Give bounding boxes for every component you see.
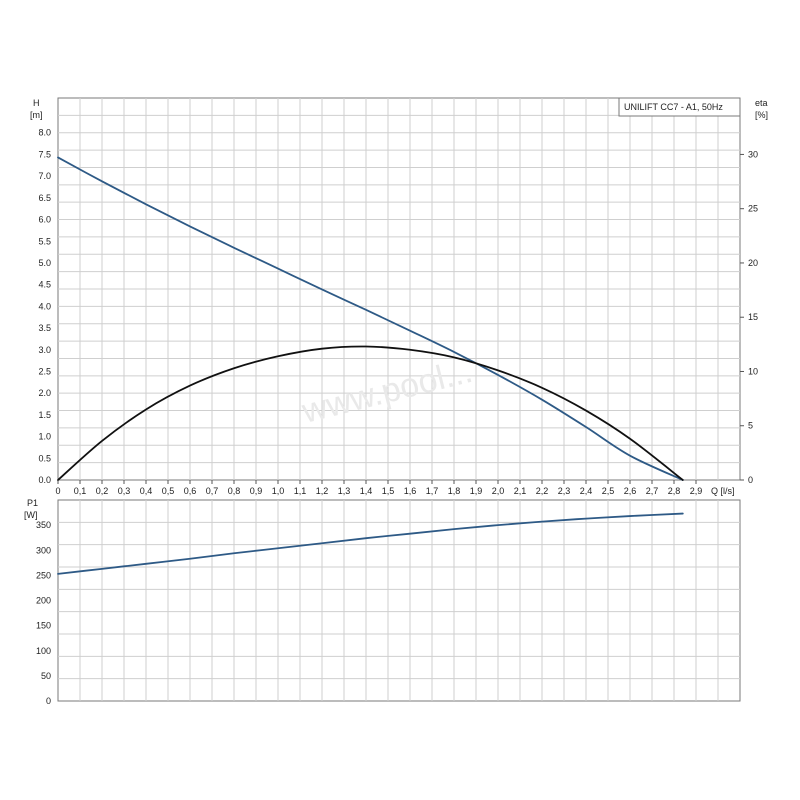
flow-tick-label: 1,6 [404,486,417,496]
efficiency-tick-label: 5 [748,421,753,431]
power-curves [57,512,684,575]
flow-tick-label: 0,5 [162,486,175,496]
flow-tick-label: 0,4 [140,486,153,496]
flow-tick-label: 2,7 [646,486,659,496]
power-tick-label: 250 [36,570,51,580]
head-efficiency-curves [57,156,684,481]
head-curve [57,156,684,481]
power-tick-label: 150 [36,621,51,631]
flow-tick-label: 2,3 [558,486,571,496]
flow-tick-label: 0 [55,486,60,496]
legend-box [618,97,741,117]
head-grid [58,98,740,480]
flow-tick-label: 2,1 [514,486,527,496]
head-tick-label: 2.0 [38,388,51,398]
head-tick-label: 6.5 [38,193,51,203]
head-efficiency-panel: 0 0,1 0,2 0,3 0,4 0,5 0,6 0,7 0,8 0,9 1,0 1,1 1,2 1,3… [30,97,768,496]
efficiency-tick-label: 20 [748,258,758,268]
efficiency-tick-label: 10 [748,366,758,376]
efficiency-axis-title: eta [755,98,768,108]
head-tick-label: 0.0 [38,475,51,485]
efficiency-tick-labels: 0 5 10 15 20 25 30 [740,149,758,485]
efficiency-axis-unit: [%] [755,110,768,120]
power-tick-label: 50 [41,671,51,681]
flow-tick-label: 1,8 [448,486,461,496]
power-tick-labels: 0 50 100 150 200 250 300 350 [36,520,51,706]
flow-tick-label: 0,9 [250,486,263,496]
flow-tick-labels: 0 0,1 0,2 0,3 0,4 0,5 0,6 0,7 0,8 0,9 1,0 1,1 1,2 1,3… [55,480,702,496]
power-axis-unit: [W] [24,510,38,520]
flow-tick-label: 1,4 [360,486,373,496]
power-tick-label: 200 [36,596,51,606]
head-tick-label: 5.0 [38,258,51,268]
flow-tick-label: 0,7 [206,486,219,496]
power-tick-label: 350 [36,520,51,530]
head-tick-label: 7.5 [38,149,51,159]
flow-tick-label: 0,2 [96,486,109,496]
power-axis-title: P1 [27,498,38,508]
flow-tick-label: 2,9 [690,486,703,496]
head-tick-label: 7.0 [38,171,51,181]
head-tick-label: 3.0 [38,345,51,355]
efficiency-tick-label: 30 [748,149,758,159]
efficiency-tick-label: 25 [748,204,758,214]
head-tick-label: 4.5 [38,280,51,290]
flow-tick-label: 1,3 [338,486,351,496]
power-plot-area [57,499,741,702]
efficiency-curve [57,345,684,481]
power-tick-label: 0 [46,696,51,706]
flow-tick-label: 0,8 [228,486,241,496]
flow-tick-label: 1,7 [426,486,439,496]
head-tick-label: 1.5 [38,410,51,420]
head-tick-label: 8.0 [38,128,51,138]
power-curve [57,512,684,575]
flow-tick-label: 0,6 [184,486,197,496]
flow-tick-label: 1,5 [382,486,395,496]
head-tick-label: 0.5 [38,453,51,463]
head-tick-label: 2.5 [38,366,51,376]
flow-tick-label: 0,3 [118,486,131,496]
flow-tick-label: 2,2 [536,486,549,496]
head-tick-label: 1.0 [38,432,51,442]
power-tick-label: 300 [36,545,51,555]
power-panel: 0 50 100 150 200 250 300 350 P1 [W] [24,498,741,706]
flow-tick-label: 2,5 [602,486,615,496]
flow-tick-label: 2,4 [580,486,593,496]
head-axis-unit: [m] [30,110,43,120]
efficiency-tick-label: 0 [748,475,753,485]
flow-tick-label: 0,1 [74,486,87,496]
flow-tick-label: 1,1 [294,486,307,496]
flow-axis-title: Q [l/s] [711,486,735,496]
flow-tick-label: 1,0 [272,486,285,496]
flow-tick-label: 1,9 [470,486,483,496]
flow-tick-label: 1,2 [316,486,329,496]
legend-title: UNILIFT CC7 - A1, 50Hz [624,102,723,112]
head-tick-label: 4.0 [38,301,51,311]
efficiency-tick-label: 15 [748,312,758,322]
power-tick-label: 100 [36,646,51,656]
head-tick-label: 5.5 [38,236,51,246]
flow-tick-label: 2,0 [492,486,505,496]
head-tick-label: 3.5 [38,323,51,333]
head-tick-label: 6.0 [38,215,51,225]
head-tick-labels: 0.0 0.5 1.0 1.5 2.0 2.5 3.0 3.5 4.0 4.5 5.0 5.5 6.0 6… [38,128,51,485]
flow-tick-label: 2,6 [624,486,637,496]
flow-tick-label: 2,8 [668,486,681,496]
power-grid [58,500,740,701]
head-axis-title: H [33,98,40,108]
